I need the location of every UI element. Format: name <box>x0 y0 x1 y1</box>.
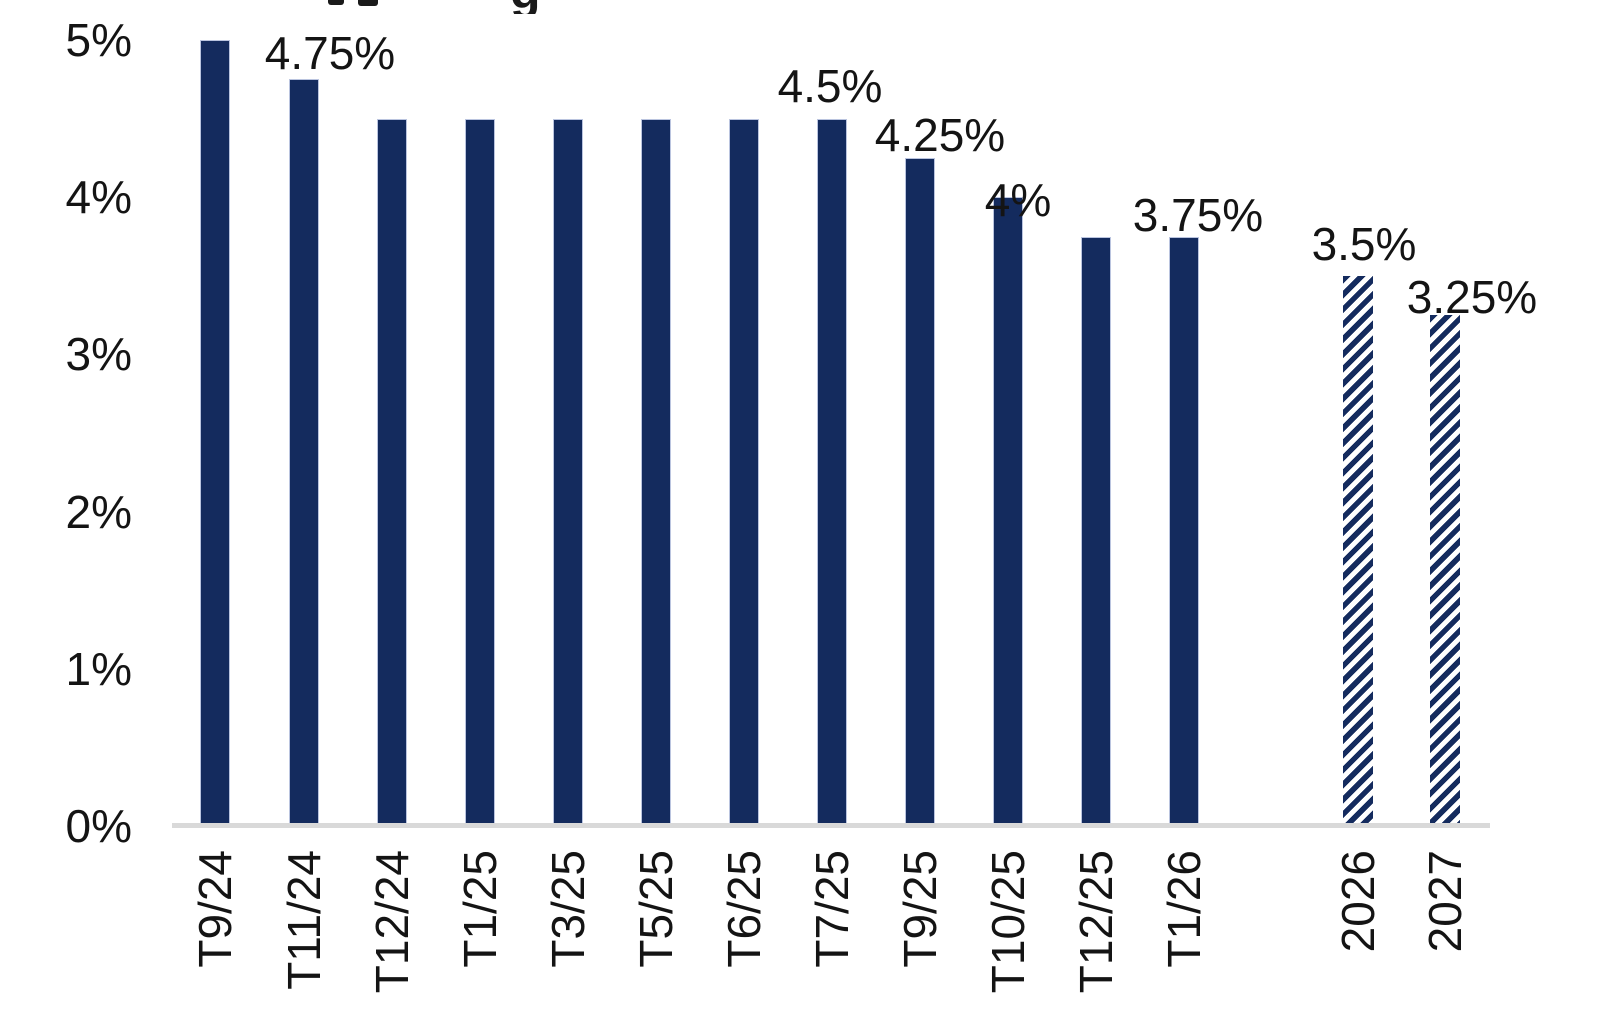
bar-value-label: 3.75% <box>1132 189 1264 241</box>
bar <box>553 118 583 826</box>
bar-value-label: 4.25% <box>874 109 1006 161</box>
x-axis-line <box>172 823 1490 828</box>
title-letter-fragment <box>328 0 344 5</box>
y-axis-tick-label: 3% <box>65 328 132 381</box>
chart-title-cropped: g <box>480 0 640 14</box>
forecast-bar <box>1343 275 1373 826</box>
bar <box>1081 236 1111 826</box>
x-axis-category-label: T9/25 <box>894 850 946 968</box>
bar <box>289 79 319 826</box>
bar <box>200 40 230 826</box>
bar <box>1169 236 1199 826</box>
x-axis-category-label: T11/24 <box>278 850 330 990</box>
bar <box>817 118 847 826</box>
x-axis-category-label: T1/26 <box>1158 850 1210 968</box>
bar-value-label: 3.25% <box>1406 271 1538 323</box>
bar <box>377 118 407 826</box>
x-axis-category-label: T9/24 <box>189 850 241 968</box>
x-axis-category-label: T1/25 <box>454 850 506 968</box>
x-axis-category-label: T7/25 <box>806 850 858 968</box>
bar <box>905 157 935 826</box>
title-letter-fragment <box>358 0 378 6</box>
y-axis-tick-label: 2% <box>65 485 132 538</box>
y-axis-tick-label: 5% <box>65 14 132 66</box>
bar <box>641 118 671 826</box>
x-axis-category-label: T6/25 <box>718 850 770 968</box>
x-axis-category-label: 2027 <box>1419 850 1471 953</box>
y-axis-tick-label: 1% <box>65 642 132 695</box>
x-axis-category-label: T5/25 <box>630 850 682 968</box>
forecast-bar <box>1430 315 1460 826</box>
bar <box>465 118 495 826</box>
bar-value-label: 4.75% <box>264 27 396 79</box>
bar <box>729 118 759 826</box>
x-axis-category-label: T12/25 <box>1070 850 1122 994</box>
y-axis-tick-label: 0% <box>65 800 132 852</box>
x-axis-category-label: T10/25 <box>982 850 1034 994</box>
bar-value-label: 3.5% <box>1311 218 1417 270</box>
x-axis-category-label: T12/24 <box>366 850 418 994</box>
bar-value-label: 4.5% <box>777 60 883 112</box>
bar-value-label: 4% <box>984 174 1052 226</box>
chart-title-fragment: g <box>510 0 541 14</box>
x-axis-category-label: T3/25 <box>542 850 594 968</box>
bar <box>993 197 1023 826</box>
y-axis-tick-label: 4% <box>65 171 132 224</box>
x-axis-category-label: 2026 <box>1332 850 1384 953</box>
